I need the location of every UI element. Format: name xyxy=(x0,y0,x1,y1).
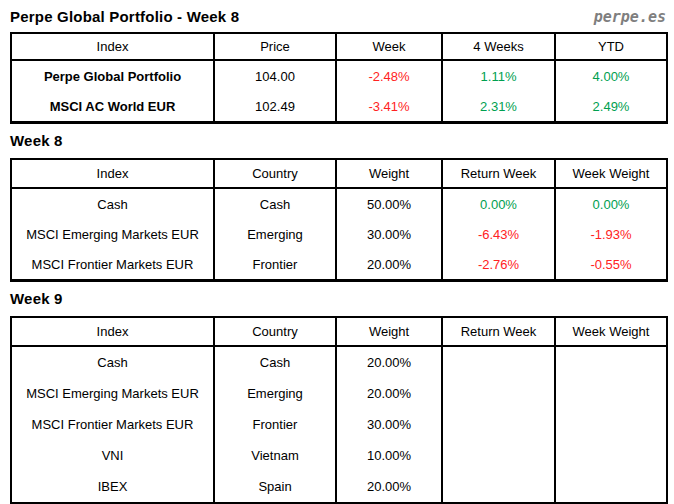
cell-weight: 20.00% xyxy=(336,378,442,409)
cell-weight: 10.00% xyxy=(336,440,442,471)
cell-index-name: MSCI Frontier Markets EUR xyxy=(11,249,214,281)
col-header-week-weight: Week Weight xyxy=(555,159,667,188)
col-header-price: Price xyxy=(214,33,336,60)
cell-4weeks-return: 1.11% xyxy=(442,60,555,91)
cell-weight: 20.00% xyxy=(336,471,442,504)
col-header-index: Index xyxy=(11,317,214,346)
cell-country: Emerging xyxy=(214,378,336,409)
cell-index-name: Perpe Global Portfolio xyxy=(11,60,214,91)
cell-country: Spain xyxy=(214,471,336,504)
col-header-return-week: Return Week xyxy=(442,317,555,346)
col-header-index: Index xyxy=(11,33,214,60)
cell-country: Vietnam xyxy=(214,440,336,471)
week8-holdings-table: Index Country Weight Return Week Week We… xyxy=(10,158,668,282)
cell-week-return: -2.48% xyxy=(336,60,442,91)
cell-return-week-empty xyxy=(442,346,555,378)
cell-weight: 50.00% xyxy=(336,188,442,219)
cell-week-return: -3.41% xyxy=(336,91,442,123)
portfolio-summary-table: Index Price Week 4 Weeks YTD Perpe Globa… xyxy=(10,32,668,124)
cell-price: 102.49 xyxy=(214,91,336,123)
cell-return-week: -2.76% xyxy=(442,249,555,281)
page-title: Perpe Global Portfolio - Week 8 xyxy=(10,8,239,26)
site-logo-link[interactable]: perpe.es xyxy=(594,8,666,26)
cell-weight: 30.00% xyxy=(336,219,442,249)
cell-week-weight-empty xyxy=(555,409,667,440)
cell-return-week-empty xyxy=(442,409,555,440)
cell-week-weight-empty xyxy=(555,471,667,504)
cell-4weeks-return: 2.31% xyxy=(442,91,555,123)
table-row: IBEX Spain 20.00% xyxy=(11,471,667,504)
cell-index-name: VNI xyxy=(11,440,214,471)
header-bar: Perpe Global Portfolio - Week 8 perpe.es xyxy=(10,8,666,26)
cell-week-weight: 0.00% xyxy=(555,188,667,219)
col-header-weight: Weight xyxy=(336,159,442,188)
cell-weight: 20.00% xyxy=(336,346,442,378)
cell-country: Cash xyxy=(214,346,336,378)
table-row: VNI Vietnam 10.00% xyxy=(11,440,667,471)
col-header-weight: Weight xyxy=(336,317,442,346)
col-header-country: Country xyxy=(214,159,336,188)
cell-price: 104.00 xyxy=(214,60,336,91)
table-row: Perpe Global Portfolio 104.00 -2.48% 1.1… xyxy=(11,60,667,91)
table-row: MSCI Emerging Markets EUR Emerging 30.00… xyxy=(11,219,667,249)
cell-index-name: Cash xyxy=(11,346,214,378)
col-header-return-week: Return Week xyxy=(442,159,555,188)
col-header-index: Index xyxy=(11,159,214,188)
section-heading-week8: Week 8 xyxy=(10,133,666,149)
cell-week-weight: -1.93% xyxy=(555,219,667,249)
week9-holdings-table: Index Country Weight Return Week Week We… xyxy=(10,316,668,504)
cell-ytd-return: 2.49% xyxy=(555,91,667,123)
week9-header-row: Index Country Weight Return Week Week We… xyxy=(11,317,667,346)
table-row: MSCI Frontier Markets EUR Frontier 20.00… xyxy=(11,249,667,281)
cell-index-name: MSCI AC World EUR xyxy=(11,91,214,123)
table-row: MSCI AC World EUR 102.49 -3.41% 2.31% 2.… xyxy=(11,91,667,123)
table-row: MSCI Frontier Markets EUR Frontier 30.00… xyxy=(11,409,667,440)
week8-header-row: Index Country Weight Return Week Week We… xyxy=(11,159,667,188)
cell-return-week: -6.43% xyxy=(442,219,555,249)
cell-index-name: MSCI Emerging Markets EUR xyxy=(11,219,214,249)
cell-country: Frontier xyxy=(214,249,336,281)
cell-index-name: Cash xyxy=(11,188,214,219)
report-page: Perpe Global Portfolio - Week 8 perpe.es… xyxy=(0,0,674,504)
table-row: Cash Cash 20.00% xyxy=(11,346,667,378)
cell-country: Frontier xyxy=(214,409,336,440)
cell-weight: 30.00% xyxy=(336,409,442,440)
cell-return-week-empty xyxy=(442,471,555,504)
cell-index-name: IBEX xyxy=(11,471,214,504)
cell-index-name: MSCI Frontier Markets EUR xyxy=(11,409,214,440)
cell-return-week-empty xyxy=(442,378,555,409)
col-header-week: Week xyxy=(336,33,442,60)
cell-return-week: 0.00% xyxy=(442,188,555,219)
cell-week-weight: -0.55% xyxy=(555,249,667,281)
table-row: Cash Cash 50.00% 0.00% 0.00% xyxy=(11,188,667,219)
cell-week-weight-empty xyxy=(555,346,667,378)
cell-ytd-return: 4.00% xyxy=(555,60,667,91)
cell-return-week-empty xyxy=(442,440,555,471)
cell-index-name: MSCI Emerging Markets EUR xyxy=(11,378,214,409)
cell-country: Emerging xyxy=(214,219,336,249)
section-heading-week9: Week 9 xyxy=(10,291,666,307)
col-header-ytd: YTD xyxy=(555,33,667,60)
cell-weight: 20.00% xyxy=(336,249,442,281)
cell-week-weight-empty xyxy=(555,378,667,409)
cell-week-weight-empty xyxy=(555,440,667,471)
col-header-country: Country xyxy=(214,317,336,346)
summary-header-row: Index Price Week 4 Weeks YTD xyxy=(11,33,667,60)
col-header-4weeks: 4 Weeks xyxy=(442,33,555,60)
cell-country: Cash xyxy=(214,188,336,219)
table-row: MSCI Emerging Markets EUR Emerging 20.00… xyxy=(11,378,667,409)
col-header-week-weight: Week Weight xyxy=(555,317,667,346)
